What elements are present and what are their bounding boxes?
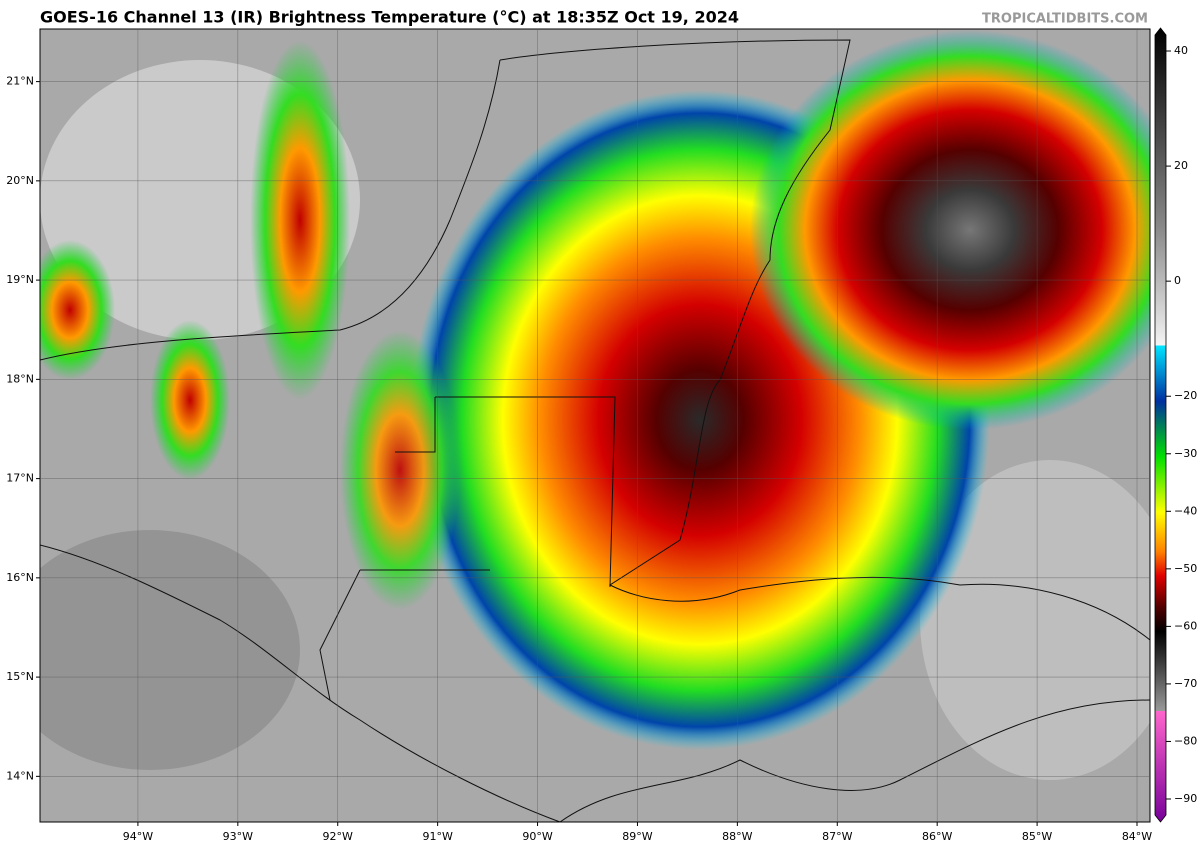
map-frame: [39, 28, 1151, 823]
colorbar: [1154, 27, 1167, 823]
colorbar-label: −90: [1174, 792, 1197, 805]
convection: [750, 30, 1150, 430]
credit: TROPICALTIDBITS.COM: [982, 12, 1148, 27]
imagery: [40, 29, 1150, 822]
lon-label: 90°W: [522, 830, 552, 843]
lat-label: 20°N: [6, 174, 34, 187]
lon-label: 92°W: [323, 830, 353, 843]
border: [319, 396, 616, 701]
colorbar-label: 40: [1174, 44, 1188, 57]
lat-label: 14°N: [6, 769, 34, 782]
colorbar-label: −40: [1174, 504, 1197, 517]
cloud: [40, 530, 300, 770]
rainband: [40, 240, 115, 380]
lat-label: 16°N: [6, 571, 34, 584]
lat-label: 15°N: [6, 670, 34, 683]
lon-label: 86°W: [922, 830, 952, 843]
colorbar-label: 0: [1174, 274, 1181, 287]
lat-label: 17°N: [6, 472, 34, 485]
lon-label: 87°W: [822, 830, 852, 843]
cloud: [920, 460, 1150, 780]
colorbar-label: −60: [1174, 619, 1197, 632]
map-title: GOES-16 Channel 13 (IR) Brightness Tempe…: [40, 8, 739, 27]
lon-label: 93°W: [223, 830, 253, 843]
rainband: [150, 320, 230, 480]
colorbar-label: −80: [1174, 734, 1197, 747]
lon-label: 91°W: [422, 830, 452, 843]
rainband: [340, 330, 460, 610]
colorbar-label: −50: [1174, 562, 1197, 575]
lon-label: 94°W: [123, 830, 153, 843]
lon-label: 89°W: [622, 830, 652, 843]
coastline: [40, 39, 1150, 641]
lon-label: 84°W: [1122, 830, 1152, 843]
lat-label: 21°N: [6, 75, 34, 88]
lat-label: 18°N: [6, 372, 34, 385]
coastline: [40, 544, 1150, 822]
colorbar-label: 20: [1174, 159, 1188, 172]
colorbar-label: −20: [1174, 389, 1197, 402]
colorbar-label: −70: [1174, 677, 1197, 690]
lon-label: 88°W: [722, 830, 752, 843]
colorbar-label: −30: [1174, 447, 1197, 460]
rainband: [250, 40, 350, 400]
lon-label: 85°W: [1022, 830, 1052, 843]
lat-label: 19°N: [6, 273, 34, 286]
